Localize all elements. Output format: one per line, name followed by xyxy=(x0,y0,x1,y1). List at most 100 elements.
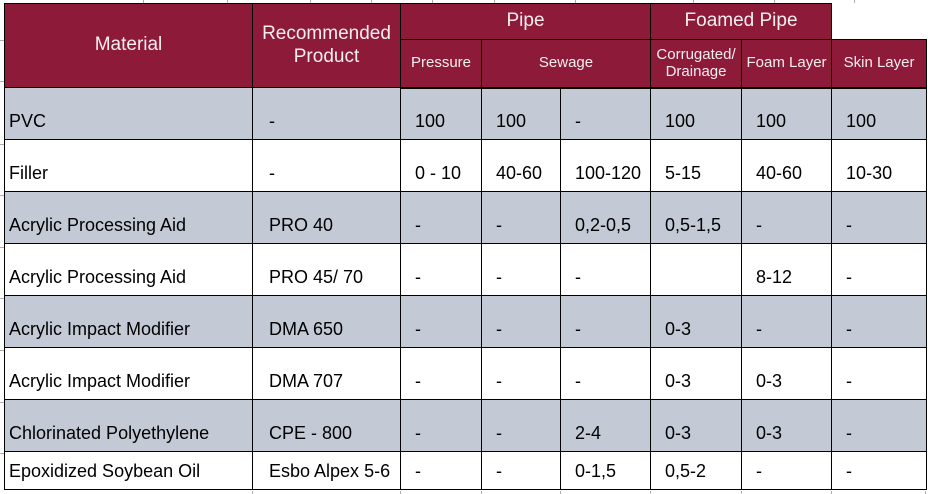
cell-product[interactable]: - xyxy=(252,139,401,192)
cell-pressure[interactable]: - xyxy=(400,191,482,244)
cell-skin[interactable]: 10-30 xyxy=(831,139,928,192)
cell-pressure[interactable]: - xyxy=(400,243,482,296)
header-corrugated-drainage[interactable]: Corrugated/ Drainage xyxy=(650,39,743,89)
cell-pressure[interactable]: - xyxy=(400,347,482,400)
cell-skin[interactable]: 100 xyxy=(831,87,928,140)
gridline-tick xyxy=(560,491,561,494)
cell-pressure[interactable]: - xyxy=(400,295,482,348)
cell-skin[interactable]: - xyxy=(831,399,928,452)
gridline-tick xyxy=(0,298,4,299)
cell-foam[interactable]: 100 xyxy=(741,87,833,140)
cell-sewage-2[interactable]: - xyxy=(559,243,652,296)
header-group-foamed-pipe[interactable]: Foamed Pipe xyxy=(650,3,833,40)
gridline-tick xyxy=(0,40,4,41)
header-material[interactable]: Material xyxy=(4,3,253,88)
cell-skin[interactable]: - xyxy=(831,347,928,400)
cell-product[interactable]: CPE - 800 xyxy=(252,399,401,452)
gridline-tick xyxy=(0,453,4,454)
cell-sewage-1[interactable]: - xyxy=(481,295,561,348)
gridline-tick xyxy=(252,491,253,494)
gridline-tick xyxy=(741,491,742,494)
header-group-pipe[interactable]: Pipe xyxy=(399,3,652,40)
cell-product[interactable]: PRO 45/ 70 xyxy=(252,243,401,296)
gridline-tick xyxy=(432,0,433,3)
cell-sewage-2[interactable]: 2-4 xyxy=(559,399,652,452)
gridline-tick xyxy=(925,491,926,494)
gridline-tick xyxy=(400,491,401,494)
cell-sewage-2[interactable]: - xyxy=(559,87,652,140)
gridline-tick xyxy=(0,195,4,196)
cell-sewage-2[interactable]: - xyxy=(559,295,652,348)
cell-product[interactable]: PRO 40 xyxy=(252,191,401,244)
cell-pressure[interactable]: 0 - 10 xyxy=(400,139,482,192)
cell-foam[interactable]: 40-60 xyxy=(741,139,833,192)
cell-sewage-1[interactable]: - xyxy=(481,243,561,296)
cell-corrugated[interactable]: 0-3 xyxy=(650,295,743,348)
cell-corrugated[interactable]: 5-15 xyxy=(650,139,743,192)
cell-corrugated[interactable]: 0-3 xyxy=(650,399,743,452)
cell-sewage-1[interactable]: - xyxy=(481,451,561,490)
cell-foam[interactable]: 0-3 xyxy=(741,347,833,400)
gridline-tick xyxy=(774,0,775,3)
gridline-tick xyxy=(854,0,855,3)
header-skin-layer[interactable]: Skin Layer xyxy=(831,39,928,89)
cell-sewage-1[interactable]: - xyxy=(481,399,561,452)
cell-material[interactable]: Filler xyxy=(4,139,253,192)
header-sewage[interactable]: Sewage xyxy=(480,39,652,89)
cell-material[interactable]: Chlorinated Polyethylene xyxy=(4,399,253,452)
cell-foam[interactable]: 8-12 xyxy=(741,243,833,296)
gridline-tick xyxy=(310,0,311,3)
cell-sewage-1[interactable]: - xyxy=(481,191,561,244)
cell-product[interactable]: Esbo Alpex 5-6 xyxy=(252,451,401,490)
cell-product[interactable]: DMA 707 xyxy=(252,347,401,400)
gridline-tick xyxy=(0,144,4,145)
cell-material[interactable]: Epoxidized Soybean Oil xyxy=(4,451,253,490)
cell-foam[interactable]: - xyxy=(741,191,833,244)
header-sub-row: Pressure Sewage Corrugated/ Drainage Foa… xyxy=(5,39,928,89)
gridline-tick xyxy=(831,491,832,494)
cell-pressure[interactable]: 100 xyxy=(400,87,482,140)
cell-corrugated[interactable]: 0-3 xyxy=(650,347,743,400)
cell-sewage-2[interactable]: 100-120 xyxy=(559,139,652,192)
cell-material[interactable]: Acrylic Impact Modifier xyxy=(4,347,253,400)
gridline-tick xyxy=(481,491,482,494)
cell-material[interactable]: PVC xyxy=(4,87,253,140)
cell-sewage-2[interactable]: 0-1,5 xyxy=(559,451,652,490)
cell-foam[interactable]: 0-3 xyxy=(741,399,833,452)
cell-corrugated[interactable] xyxy=(650,243,743,296)
cell-material[interactable]: Acrylic Impact Modifier xyxy=(4,295,253,348)
cell-product[interactable]: - xyxy=(252,87,401,140)
cell-skin[interactable]: - xyxy=(831,295,928,348)
header-foam-layer[interactable]: Foam Layer xyxy=(741,39,833,89)
gridline-tick xyxy=(575,0,576,3)
cell-sewage-1[interactable]: - xyxy=(481,347,561,400)
gridline-tick xyxy=(0,350,4,351)
cell-sewage-2[interactable]: 0,2-0,5 xyxy=(559,191,652,244)
gridline-tick xyxy=(0,81,4,82)
cell-corrugated[interactable]: 0,5-1,5 xyxy=(650,191,743,244)
cell-corrugated[interactable]: 100 xyxy=(650,87,743,140)
header-pressure[interactable]: Pressure xyxy=(400,39,482,89)
cell-skin[interactable]: - xyxy=(831,451,928,490)
cell-material[interactable]: Acrylic Processing Aid xyxy=(4,191,253,244)
cell-sewage-1[interactable]: 40-60 xyxy=(481,139,561,192)
cell-skin[interactable]: - xyxy=(831,243,928,296)
gridline-tick xyxy=(227,0,228,3)
cell-product[interactable]: DMA 650 xyxy=(252,295,401,348)
table-header: Material Recommended Product Pipe Foamed… xyxy=(4,3,928,89)
cell-foam[interactable]: - xyxy=(741,451,833,490)
cell-sewage-1[interactable]: 100 xyxy=(481,87,561,140)
cell-pressure[interactable]: - xyxy=(400,399,482,452)
cell-foam[interactable]: - xyxy=(741,295,833,348)
cell-pressure[interactable]: - xyxy=(400,451,482,490)
cell-sewage-2[interactable]: - xyxy=(559,347,652,400)
header-recommended-product[interactable]: Recommended Product xyxy=(252,3,401,88)
cell-corrugated[interactable]: 0,5-2 xyxy=(650,451,743,490)
gridline-tick xyxy=(693,0,694,3)
table-row: Filler -0 - 10 40-60 100-120 5-15 40-60 10-30 xyxy=(4,139,928,192)
table-row: PVC -100 100-100 100 100 xyxy=(4,87,928,140)
cell-material[interactable]: Acrylic Processing Aid xyxy=(4,243,253,296)
table-row: Acrylic Processing Aid PRO 40- -0,2-0,5 0,5… xyxy=(4,191,928,244)
cell-skin[interactable]: - xyxy=(831,191,928,244)
